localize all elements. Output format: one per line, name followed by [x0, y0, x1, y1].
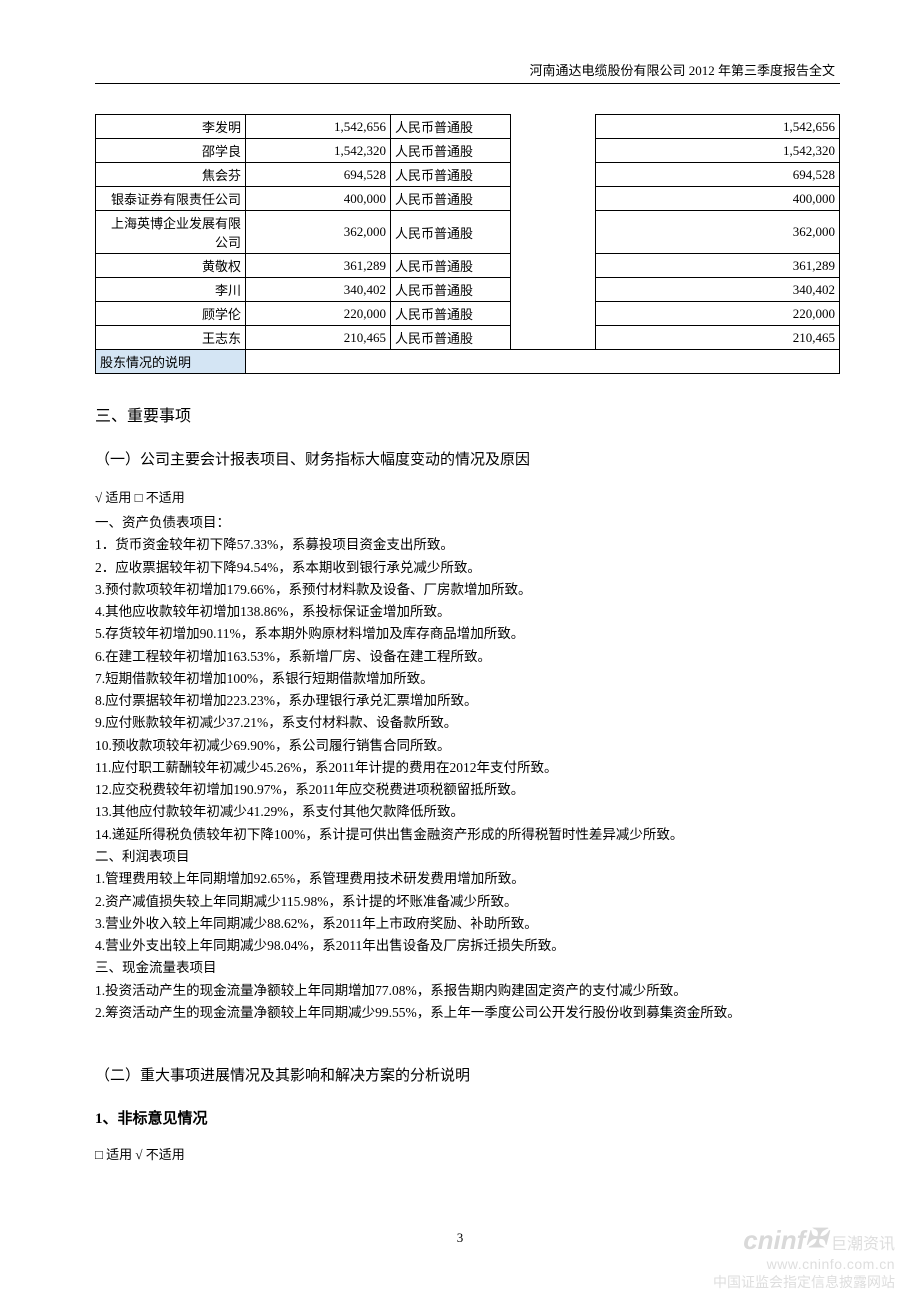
body-line: 5.存货较年初增加90.11%，系本期外购原材料增加及库存商品增加所致。 — [95, 623, 840, 645]
section-3-2-title: （二）重大事项进展情况及其影响和解决方案的分析说明 — [95, 1064, 840, 1085]
table-row: 邵学良1,542,320人民币普通股1,542,320 — [96, 139, 840, 163]
cell-name: 上海英博企业发展有限公司 — [96, 211, 246, 254]
cell-type: 人民币普通股 — [391, 187, 511, 211]
watermark-logo: cninf✠ — [743, 1225, 827, 1255]
table-row: 李发明1,542,656人民币普通股1,542,656 — [96, 115, 840, 139]
table-row: 顾学伦220,000人民币普通股220,000 — [96, 302, 840, 326]
cell-shares2: 220,000 — [596, 302, 840, 326]
body-line: 10.预收款项较年初减少69.90%，系公司履行销售合同所致。 — [95, 735, 840, 757]
cell-type: 人民币普通股 — [391, 302, 511, 326]
body-line: 14.递延所得税负债较年初下降100%，系计提可供出售金融资产形成的所得税暂时性… — [95, 824, 840, 846]
cell-shares2: 361,289 — [596, 254, 840, 278]
cell-gap — [511, 187, 596, 211]
cell-name: 邵学良 — [96, 139, 246, 163]
cell-shares2: 1,542,656 — [596, 115, 840, 139]
cell-type: 人民币普通股 — [391, 163, 511, 187]
cell-type: 人民币普通股 — [391, 326, 511, 350]
body-line: 2.资产减值损失较上年同期减少115.98%，系计提的坏账准备减少所致。 — [95, 891, 840, 913]
cell-shares: 400,000 — [246, 187, 391, 211]
cell-gap — [511, 139, 596, 163]
watermark: cninf✠ 巨潮资讯 www.cninfo.com.cn 中国证监会指定信息披… — [713, 1224, 895, 1292]
body-line: 11.应付职工薪酬较年初减少45.26%，系2011年计提的费用在2012年支付… — [95, 757, 840, 779]
body-line: 3.预付款项较年初增加179.66%，系预付材料款及设备、厂房款增加所致。 — [95, 579, 840, 601]
cell-shares2: 1,542,320 — [596, 139, 840, 163]
body-line: 13.其他应付款较年初减少41.29%，系支付其他欠款降低所致。 — [95, 801, 840, 823]
cell-shares2: 362,000 — [596, 211, 840, 254]
cell-shares2: 340,402 — [596, 278, 840, 302]
cell-name: 李发明 — [96, 115, 246, 139]
cell-type: 人民币普通股 — [391, 115, 511, 139]
cell-gap — [511, 278, 596, 302]
section-3-2-1-title: 1、非标意见情况 — [95, 1107, 840, 1128]
body-line: 2．应收票据较年初下降94.54%，系本期收到银行承兑减少所致。 — [95, 557, 840, 579]
cell-shares: 1,542,656 — [246, 115, 391, 139]
shareholders-table: 李发明1,542,656人民币普通股1,542,656邵学良1,542,320人… — [95, 114, 840, 374]
table-row: 银泰证券有限责任公司400,000人民币普通股400,000 — [96, 187, 840, 211]
section-3-1-title: （一）公司主要会计报表项目、财务指标大幅度变动的情况及原因 — [95, 448, 840, 469]
footer-blank — [246, 350, 840, 374]
body-line: 1．货币资金较年初下降57.33%，系募投项目资金支出所致。 — [95, 534, 840, 556]
cell-shares: 210,465 — [246, 326, 391, 350]
section-3-title: 三、重要事项 — [95, 402, 840, 426]
body-line: 1.投资活动产生的现金流量净额较上年同期增加77.08%，系报告期内购建固定资产… — [95, 980, 840, 1002]
body-line: 6.在建工程较年初增加163.53%，系新增厂房、设备在建工程所致。 — [95, 646, 840, 668]
watermark-cn2: 中国证监会指定信息披露网站 — [713, 1274, 895, 1292]
section-3-2-1-checkbox: □ 适用 √ 不适用 — [95, 1144, 840, 1163]
table-row: 黄敬权361,289人民币普通股361,289 — [96, 254, 840, 278]
cell-shares: 220,000 — [246, 302, 391, 326]
page-header: 河南通达电缆股份有限公司 2012 年第三季度报告全文 — [95, 60, 840, 79]
table-footer-row: 股东情况的说明 — [96, 350, 840, 374]
table-row: 李川340,402人民币普通股340,402 — [96, 278, 840, 302]
section-3-1-checkbox: √ 适用 □ 不适用 — [95, 487, 840, 506]
cell-shares: 694,528 — [246, 163, 391, 187]
cell-gap — [511, 163, 596, 187]
body-line: 8.应付票据较年初增加223.23%，系办理银行承兑汇票增加所致。 — [95, 690, 840, 712]
cell-type: 人民币普通股 — [391, 278, 511, 302]
body-line: 二、利润表项目 — [95, 846, 840, 868]
cell-shares: 361,289 — [246, 254, 391, 278]
cell-shares: 340,402 — [246, 278, 391, 302]
header-divider — [95, 83, 840, 84]
cell-type: 人民币普通股 — [391, 139, 511, 163]
cell-name: 王志东 — [96, 326, 246, 350]
watermark-cn1: 巨潮资讯 — [831, 1236, 895, 1253]
cell-gap — [511, 115, 596, 139]
table-row: 上海英博企业发展有限公司362,000人民币普通股362,000 — [96, 211, 840, 254]
body-line: 三、现金流量表项目 — [95, 957, 840, 979]
cell-gap — [511, 326, 596, 350]
body-line: 4.其他应收款较年初增加138.86%，系投标保证金增加所致。 — [95, 601, 840, 623]
cell-gap — [511, 211, 596, 254]
cell-shares: 362,000 — [246, 211, 391, 254]
cell-shares2: 694,528 — [596, 163, 840, 187]
cell-name: 李川 — [96, 278, 246, 302]
body-line: 2.筹资活动产生的现金流量净额较上年同期减少99.55%，系上年一季度公司公开发… — [95, 1002, 840, 1024]
watermark-url: www.cninfo.com.cn — [713, 1256, 895, 1274]
body-line: 3.营业外收入较上年同期减少88.62%，系2011年上市政府奖励、补助所致。 — [95, 913, 840, 935]
cell-name: 黄敬权 — [96, 254, 246, 278]
cell-type: 人民币普通股 — [391, 211, 511, 254]
section-3-1-body: 一、资产负债表项目：1．货币资金较年初下降57.33%，系募投项目资金支出所致。… — [95, 512, 840, 1024]
cell-shares2: 210,465 — [596, 326, 840, 350]
body-line: 4.营业外支出较上年同期减少98.04%，系2011年出售设备及厂房拆迁损失所致… — [95, 935, 840, 957]
cell-name: 银泰证券有限责任公司 — [96, 187, 246, 211]
table-row: 焦会芬694,528人民币普通股694,528 — [96, 163, 840, 187]
table-row: 王志东210,465人民币普通股210,465 — [96, 326, 840, 350]
cell-gap — [511, 302, 596, 326]
body-line: 1.管理费用较上年同期增加92.65%，系管理费用技术研发费用增加所致。 — [95, 868, 840, 890]
cell-name: 顾学伦 — [96, 302, 246, 326]
cell-gap — [511, 254, 596, 278]
body-line: 12.应交税费较年初增加190.97%，系2011年应交税费进项税额留抵所致。 — [95, 779, 840, 801]
cell-type: 人民币普通股 — [391, 254, 511, 278]
cell-shares: 1,542,320 — [246, 139, 391, 163]
body-line: 9.应付账款较年初减少37.21%，系支付材料款、设备款所致。 — [95, 712, 840, 734]
footer-label: 股东情况的说明 — [96, 350, 246, 374]
cell-shares2: 400,000 — [596, 187, 840, 211]
body-line: 一、资产负债表项目： — [95, 512, 840, 534]
body-line: 7.短期借款较年初增加100%，系银行短期借款增加所致。 — [95, 668, 840, 690]
cell-name: 焦会芬 — [96, 163, 246, 187]
